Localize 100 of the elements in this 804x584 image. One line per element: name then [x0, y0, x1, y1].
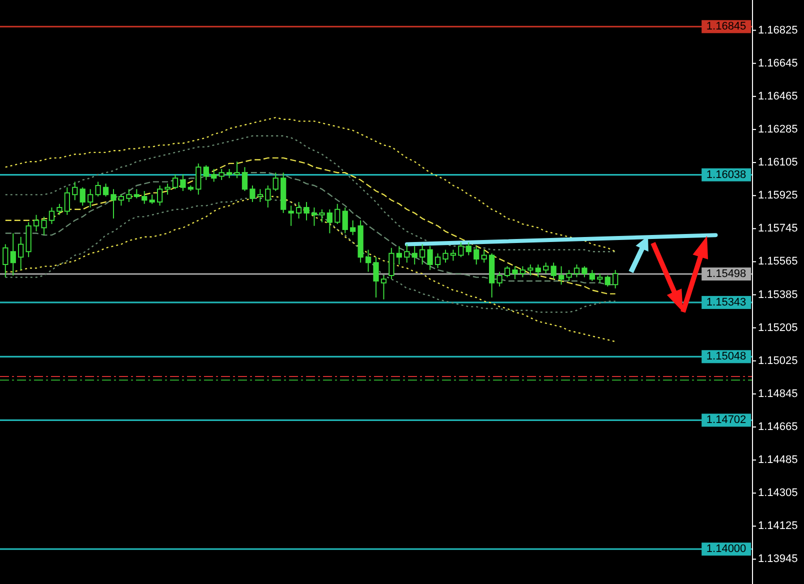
candlestick — [466, 242, 472, 256]
y-tick-label: 1.16105 — [758, 156, 798, 169]
candlestick — [80, 186, 86, 206]
y-tick-label: 1.14305 — [758, 487, 798, 500]
y-tick-label: 1.14125 — [758, 520, 798, 532]
y-tick-label: 1.15745 — [758, 222, 798, 235]
candlestick — [589, 269, 595, 282]
candlestick — [242, 166, 248, 192]
candlestick — [304, 202, 310, 221]
y-tick-label: 1.16285 — [758, 123, 798, 136]
candlestick — [504, 266, 510, 278]
candlestick — [48, 207, 55, 225]
ref-line-label: 1.14000 — [706, 543, 746, 556]
candlestick — [535, 264, 541, 278]
candlestick — [520, 266, 526, 278]
y-tick-label: 1.15565 — [758, 256, 798, 268]
candlestick — [257, 188, 264, 203]
candlestick — [365, 249, 372, 272]
candlestick — [218, 168, 224, 180]
candlestick — [126, 188, 132, 203]
candlestick — [10, 232, 16, 276]
y-tick-label: 1.15205 — [758, 322, 798, 334]
candlestick — [164, 183, 170, 196]
candlestick — [64, 186, 70, 216]
candlestick — [442, 249, 448, 264]
candlestick — [2, 244, 8, 278]
candlestick — [566, 269, 572, 282]
y-tick-label: 1.15925 — [758, 190, 798, 202]
candlestick — [102, 183, 109, 198]
candlestick — [543, 262, 549, 274]
line-series — [4, 198, 616, 313]
candlestick — [528, 264, 534, 276]
candlestick — [512, 266, 518, 280]
candlestick — [458, 242, 464, 258]
candlestick — [18, 236, 24, 270]
candlestick — [203, 164, 209, 180]
candlestick — [373, 256, 379, 298]
ref-line-label: 1.15498 — [706, 268, 746, 280]
candlestick — [134, 188, 140, 199]
candlestick — [180, 174, 186, 192]
y-tick-label: 1.15025 — [758, 354, 798, 367]
candlestick — [319, 208, 325, 223]
y-tick-label: 1.16825 — [758, 24, 798, 36]
ref-line-label: 1.15048 — [706, 350, 746, 363]
candlestick — [434, 252, 441, 269]
candlestick — [149, 194, 155, 204]
candlestick — [33, 214, 40, 232]
y-tick-label: 1.15385 — [758, 288, 798, 301]
candlestick — [604, 274, 610, 287]
y-tick-label: 1.14485 — [758, 454, 798, 466]
ref-line-label: 1.16038 — [706, 168, 746, 181]
line-series — [4, 196, 616, 342]
candlestick — [582, 266, 588, 278]
candlestick — [234, 161, 240, 179]
candlestick — [396, 246, 402, 265]
candlestick — [342, 207, 348, 234]
candlestick — [488, 252, 495, 298]
y-tick-label: 1.13945 — [758, 553, 798, 566]
candlestick — [272, 172, 278, 192]
candlestick — [118, 194, 124, 206]
ref-line-label: 1.15343 — [706, 296, 746, 308]
line-series — [4, 157, 616, 294]
candlestick — [265, 184, 271, 208]
candlestick — [597, 273, 603, 284]
candlestick — [612, 269, 618, 289]
candlestick — [380, 274, 387, 300]
candlestick — [211, 168, 217, 182]
candlestick — [481, 249, 487, 264]
y-tick-label: 1.14845 — [758, 388, 798, 400]
candlestick — [110, 188, 116, 220]
candlestick — [550, 262, 556, 280]
candlestick — [188, 184, 194, 192]
candlestick — [72, 181, 78, 201]
candlestick — [280, 172, 286, 214]
candlestick — [388, 247, 394, 280]
candlestick — [412, 246, 418, 265]
candlestick — [326, 208, 332, 234]
candlestick — [288, 205, 294, 226]
candlestick — [404, 244, 410, 264]
candlestick — [358, 220, 364, 264]
ref-line-label: 1.14702 — [706, 414, 746, 426]
candlestick — [311, 207, 318, 226]
candlestick — [26, 222, 32, 258]
candlestick — [56, 203, 62, 216]
y-tick-label: 1.16645 — [758, 57, 798, 70]
candlestick — [41, 216, 47, 236]
line-series — [4, 172, 616, 286]
candlestick — [420, 244, 426, 265]
candlestick — [196, 162, 202, 196]
candlestick — [296, 202, 302, 220]
candlestick — [250, 184, 256, 203]
candlestick — [474, 246, 480, 265]
candlestick — [350, 220, 356, 236]
candlestick — [95, 181, 101, 198]
candlestick — [496, 271, 502, 287]
candlestick — [334, 203, 340, 225]
candlestick — [88, 188, 94, 208]
ref-line-label: 1.16845 — [706, 20, 746, 33]
y-tick-label: 1.16465 — [758, 90, 798, 102]
candlestick — [574, 264, 580, 278]
